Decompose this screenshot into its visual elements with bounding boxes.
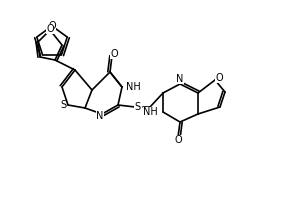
Text: O: O xyxy=(174,135,182,145)
Text: N: N xyxy=(176,74,184,84)
Text: N: N xyxy=(96,111,104,121)
Text: O: O xyxy=(46,24,54,34)
Text: NH: NH xyxy=(143,107,158,117)
Text: O: O xyxy=(110,49,118,59)
Text: S: S xyxy=(134,102,140,112)
Text: O: O xyxy=(48,21,56,31)
Text: S: S xyxy=(60,100,66,110)
Text: NH: NH xyxy=(126,82,141,92)
Text: O: O xyxy=(215,73,223,83)
